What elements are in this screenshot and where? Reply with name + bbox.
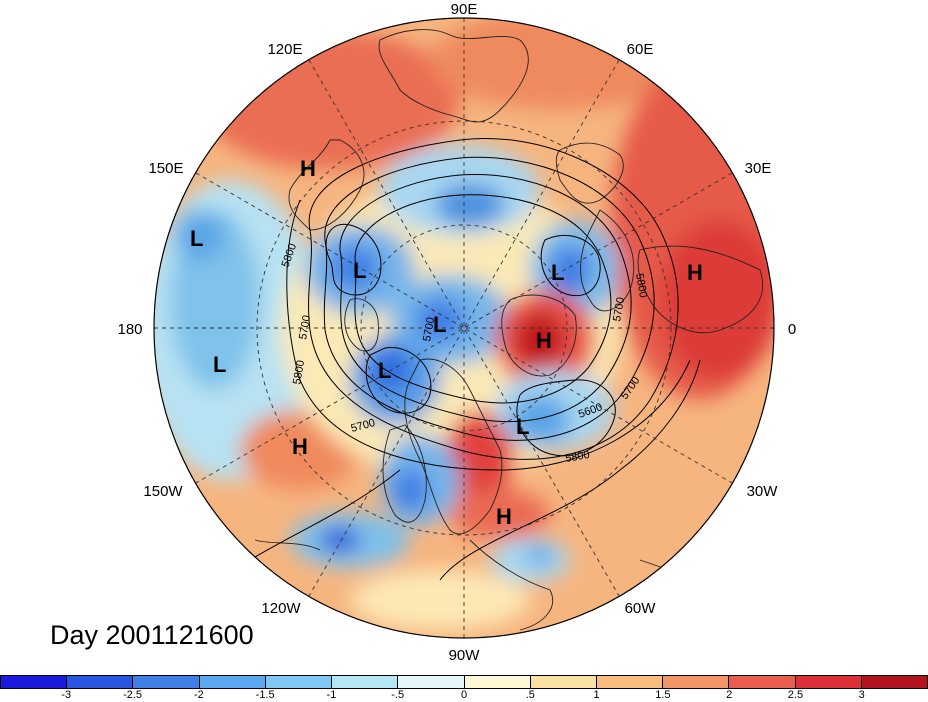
colorbar-swatch — [795, 676, 862, 688]
lon-label-150e: 150E — [148, 160, 183, 177]
colorbar-tick-label: -1 — [326, 689, 337, 701]
lon-label-30e: 30E — [745, 160, 772, 177]
anomaly-shading — [154, 18, 774, 638]
colorbar-tick-label: 2 — [726, 689, 733, 701]
polar-map: 90E 120E 60E 150E 30E 180 0 150W 30W 120… — [117, 1, 796, 664]
colorbar-tick-label: 3 — [858, 689, 865, 701]
coastlines — [254, 29, 764, 631]
colorbar-tick-label: 0 — [460, 689, 468, 701]
contour-label: 5700 — [421, 316, 437, 342]
contour-label: 5800 — [564, 449, 590, 465]
colorbar-swatch — [729, 676, 796, 688]
colorbar-tick-label: .5 — [525, 689, 535, 701]
colorbar-tick-label: 1.5 — [655, 689, 671, 701]
pressure-centers: H L L H L L L H L H L H — [190, 156, 703, 529]
contour-label: 5700 — [611, 296, 627, 322]
colorbar-swatch — [663, 676, 730, 688]
colorbar-tick-label: -.5 — [391, 689, 405, 701]
lon-label-120e: 120E — [267, 41, 302, 58]
colorbar-tick-label: -2.5 — [123, 689, 143, 701]
map-title: Day 2001121600 — [50, 620, 254, 650]
lon-label-60e: 60E — [627, 41, 654, 58]
colorbar-swatch — [332, 676, 399, 688]
colorbar-tick-label: 1 — [593, 689, 600, 701]
map-border — [153, 17, 775, 639]
pressure-center-high: H — [496, 504, 512, 529]
colorbar-tick-label: 2.5 — [787, 689, 804, 701]
pressure-center-high: H — [536, 328, 552, 353]
colorbar-tick-label: -2 — [193, 689, 204, 701]
lon-label-30w: 30W — [747, 483, 779, 500]
lon-label-180: 180 — [117, 321, 142, 338]
colorbar-swatch — [464, 676, 531, 688]
lon-label-90w: 90W — [449, 647, 481, 664]
colorbar-swatch — [398, 676, 465, 688]
pressure-center-low: L — [551, 260, 564, 285]
contour-label: 5800 — [291, 359, 307, 385]
colorbar-swatch — [530, 676, 597, 688]
pressure-center-low: L — [190, 226, 203, 251]
colorbar-swatch — [861, 676, 928, 688]
pressure-center-low: L — [378, 358, 391, 383]
pressure-center-low: L — [433, 312, 446, 337]
contour-labels: 5800 5700 5800 5700 5700 5800 5700 5600 … — [280, 242, 650, 465]
pressure-center-low: L — [516, 414, 529, 439]
colorbar-swatch — [1, 676, 68, 688]
lon-label-150w: 150W — [143, 483, 183, 500]
pressure-center-high: H — [292, 434, 308, 459]
contour-label: 5700 — [297, 314, 313, 340]
colorbar — [0, 675, 928, 689]
colorbar-tick-label: -3 — [61, 689, 72, 701]
colorbar-swatch — [199, 676, 266, 688]
lon-label-90e: 90E — [451, 1, 478, 18]
lon-label-0: 0 — [788, 321, 796, 338]
colorbar-swatch — [596, 676, 664, 688]
colorbar-ticks: -3 -2.5 -2 -1.5 -1 -.5 0 .5 1 1.5 2 2.5 3 — [0, 689, 928, 702]
lon-label-120w: 120W — [261, 600, 301, 617]
pressure-center-high: H — [687, 260, 703, 285]
lon-label-60w: 60W — [625, 600, 657, 617]
colorbar-swatch — [133, 676, 200, 688]
pressure-center-low: L — [213, 352, 226, 377]
longitude-labels: 90E 120E 60E 150E 30E 180 0 150W 30W 120… — [117, 1, 796, 664]
colorbar-swatch — [265, 676, 333, 688]
graticule — [154, 18, 774, 638]
pressure-center-low: L — [353, 258, 366, 283]
pressure-center-high: H — [300, 156, 316, 181]
colorbar-tick-label: -1.5 — [255, 689, 275, 701]
contour-label: 5800 — [633, 272, 649, 298]
colorbar-swatch — [67, 676, 134, 688]
